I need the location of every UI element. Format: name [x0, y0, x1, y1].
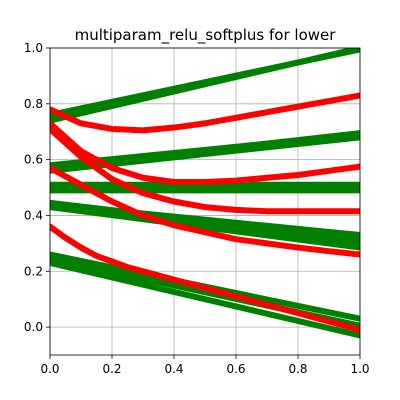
green-series-line-11 [50, 204, 360, 251]
y-tick-label: 0.8 [24, 97, 43, 111]
x-tick-label: 0.4 [164, 362, 183, 376]
green-series-line-1 [50, 48, 360, 118]
series-layer [50, 48, 360, 339]
x-tick-label: 1.0 [350, 362, 369, 376]
x-tick-label: 0.8 [288, 362, 307, 376]
red-series-line-17 [50, 125, 360, 215]
red-series-line-16 [50, 120, 360, 185]
y-tick-label: 0.2 [24, 264, 43, 278]
x-tick-label: 0.6 [226, 362, 245, 376]
red-series-line-19 [50, 223, 360, 333]
y-tick-label: 0.4 [24, 208, 43, 222]
plot-frame [49, 47, 361, 356]
y-tick-label: 0.0 [24, 320, 43, 334]
ticks: 0.0 0.2 0.4 0.6 0.8 1.0 0.0 0.2 0.4 0.6 0.8 1.0 [24, 41, 370, 376]
green-series-line-14 [50, 259, 360, 339]
y-tick-label: 0.6 [24, 153, 43, 167]
x-tick-label: 0.2 [102, 362, 121, 376]
x-tick-label: 0.0 [40, 362, 59, 376]
red-series-line-15 [50, 92, 360, 134]
red-series-line-18 [50, 165, 360, 258]
chart-title: multiparam_relu_softplus for lower [75, 26, 337, 45]
y-tick-label: 1.0 [24, 41, 43, 55]
